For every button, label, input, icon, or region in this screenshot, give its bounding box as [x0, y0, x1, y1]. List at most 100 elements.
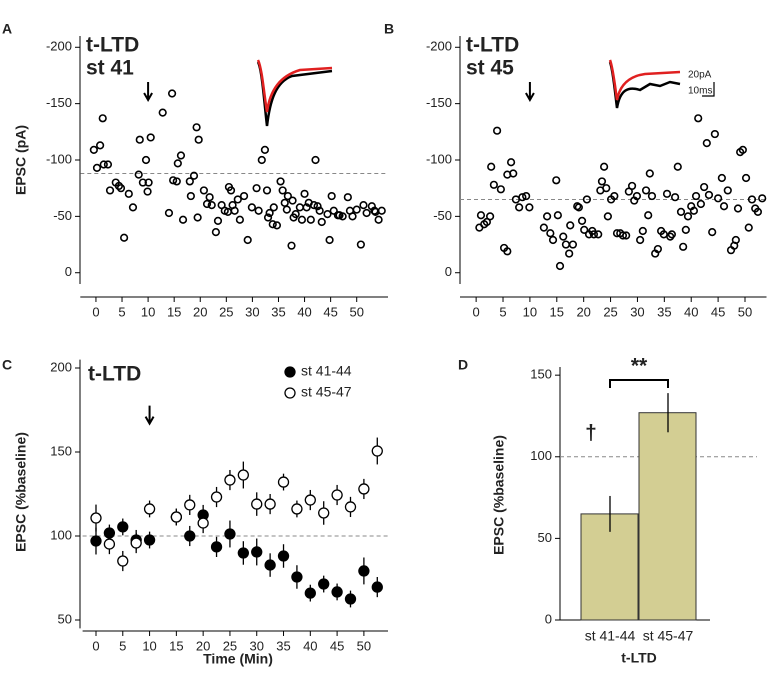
x-tick-label: 20: [193, 304, 207, 319]
x-tick-label: 50: [357, 638, 371, 653]
data-point: [90, 512, 102, 524]
data-point: [486, 212, 495, 221]
panel-title: t-LTD: [88, 363, 141, 386]
data-point: [518, 193, 527, 202]
data-point: [144, 178, 153, 187]
data-point: [170, 511, 183, 523]
data-point: [653, 244, 662, 254]
data-point: [251, 546, 263, 558]
data-point: [306, 215, 315, 224]
data-point: [374, 215, 383, 224]
data-point: [210, 541, 223, 553]
x-tick-label: 20: [196, 638, 210, 653]
x-tick-label: st 41-44: [585, 628, 636, 644]
data-point: [618, 231, 628, 240]
data-point: [226, 186, 236, 195]
data-point: [647, 191, 657, 201]
data-point: [134, 170, 143, 179]
data-point: [311, 155, 320, 165]
data-point: [673, 162, 682, 171]
x-tick-label: 35: [276, 638, 290, 653]
data-point: [694, 114, 703, 123]
y-tick-label: -100: [426, 151, 452, 166]
data-point: [318, 578, 330, 590]
data-point: [566, 221, 575, 230]
data-point: [641, 186, 651, 195]
data-point: [632, 191, 642, 201]
x-tick-label: 15: [169, 638, 183, 653]
data-point: [173, 159, 182, 168]
data-point: [559, 232, 568, 241]
y-tick-label: -200: [426, 39, 452, 54]
data-point: [99, 160, 108, 169]
x-tick-label: 10: [523, 304, 537, 319]
legend-label: st 41-44: [301, 363, 352, 379]
y-axis-label: EPSC (%baseline): [13, 432, 29, 552]
data-point: [233, 195, 242, 204]
data-point: [667, 230, 676, 239]
data-point: [565, 249, 574, 258]
data-point: [344, 593, 357, 605]
data-point: [602, 184, 611, 193]
x-tick-label: 30: [245, 304, 259, 319]
data-point: [143, 503, 156, 515]
data-point: [237, 547, 249, 559]
data-point: [377, 206, 386, 215]
data-point: [543, 212, 552, 221]
data-point: [509, 169, 518, 178]
data-point: [476, 211, 486, 220]
y-tick-label: -50: [53, 208, 72, 223]
x-tick-label: 40: [297, 304, 311, 319]
data-point: [158, 108, 167, 117]
data-point: [582, 195, 592, 204]
x-axis-label: t-LTD: [621, 650, 657, 666]
data-point: [213, 216, 223, 225]
data-point: [496, 185, 505, 194]
y-tick-label: 0: [545, 611, 552, 626]
data-point: [243, 235, 252, 245]
data-point: [714, 194, 723, 203]
data-point: [681, 225, 690, 234]
y-tick-label: 50: [58, 611, 72, 626]
data-point: [272, 221, 282, 230]
data-point: [676, 207, 686, 216]
y-tick-label: 150: [530, 367, 552, 382]
data-point: [645, 169, 654, 178]
data-point: [638, 226, 647, 236]
data-point: [622, 231, 631, 240]
data-point: [202, 199, 212, 209]
data-point: [117, 521, 129, 533]
data-point: [276, 177, 285, 186]
x-tick-label: 20: [576, 304, 590, 319]
significance-bracket: [609, 379, 669, 388]
data-point: [235, 215, 244, 224]
data-point: [555, 261, 565, 271]
panel-letter: B: [384, 21, 394, 37]
data-point: [178, 215, 188, 224]
scale-bar-label: 20pA: [688, 70, 712, 81]
y-tick-label: 0: [65, 264, 72, 279]
data-point: [193, 213, 202, 222]
data-point: [278, 186, 287, 195]
data-point: [679, 242, 688, 251]
data-point: [489, 180, 498, 189]
data-point: [169, 176, 178, 185]
x-tick-label: 30: [630, 304, 644, 319]
data-point: [594, 230, 603, 239]
data-point: [304, 587, 316, 599]
data-point: [291, 503, 303, 515]
data-point: [105, 186, 115, 195]
data-point: [251, 498, 263, 510]
x-tick-label: st 45-47: [643, 628, 694, 644]
data-point: [300, 189, 309, 198]
y-tick-label: 100: [530, 448, 552, 463]
data-point: [325, 235, 334, 245]
data-point: [282, 205, 291, 214]
data-point: [539, 223, 548, 232]
data-point: [269, 203, 278, 212]
data-point: [143, 187, 152, 196]
data-point: [205, 193, 214, 202]
data-point: [731, 235, 740, 245]
data-point: [295, 203, 304, 212]
